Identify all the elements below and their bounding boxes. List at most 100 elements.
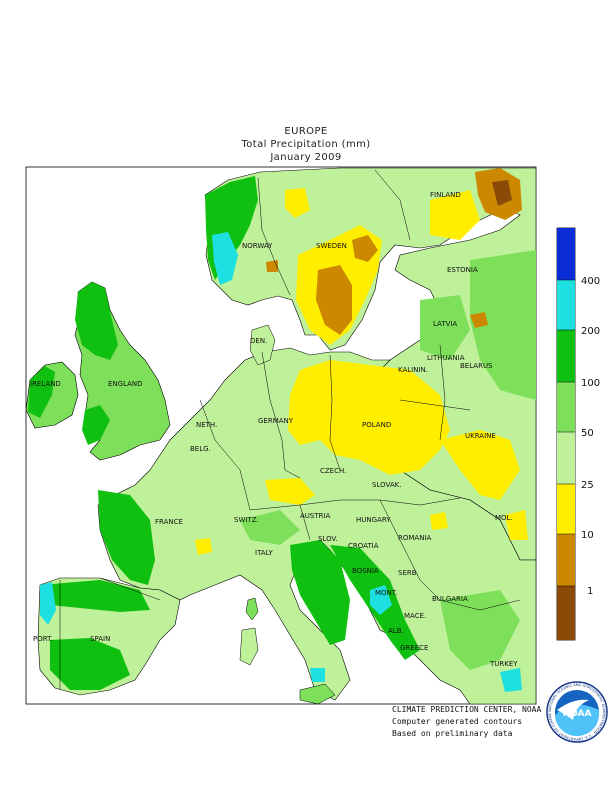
label-switzerland: SWITZ. [234,516,259,524]
land-continental-europe [97,347,536,704]
credit-line-3: Based on preliminary data [392,729,513,738]
label-estonia: ESTONIA [447,266,478,274]
zone-green-ireland [28,366,55,418]
legend-label-50: 50 [581,428,594,439]
zone-brown-norway [266,260,278,272]
label-belarus: BELARUS [460,362,493,370]
credit-line-1: CLIMATE PREDICTION CENTER, NOAA [392,705,542,714]
legend-swatch-50-100 [557,382,575,432]
credit-line-2: Computer generated contours [392,717,523,726]
zone-yellow-germany-s [265,478,315,505]
label-spain: SPAIN [90,635,110,643]
legend-swatch-1-10 [557,534,575,586]
label-albania: ALB. [388,627,404,635]
label-moldova: MOL. [495,514,513,522]
label-ireland: IRELAND [30,380,61,388]
legend-swatch-100-200 [557,330,575,382]
label-montenegro: MONT. [375,589,397,597]
zone-yellow-finland [430,190,480,240]
zone-yellow-poland [288,360,450,475]
legend-label-400: 400 [581,276,600,287]
country-labels: FINLAND NORWAY SWEDEN ESTONIA LATVIA DEN… [30,191,518,668]
zone-yellow-small-1 [195,538,212,555]
zone-green-scotland [75,282,118,360]
zone-cyan-turkey [500,668,522,692]
label-turkey: TURKEY [489,660,518,668]
zone-yellow-ukraine [440,430,520,500]
zone-cyan-montenegro [370,585,392,615]
zone-brown-latvia [470,312,488,328]
zone-green-greece-turkey [440,590,520,670]
label-ukraine: UKRAINE [465,432,496,440]
zone-green-iberia-south [50,638,130,690]
legend-label-25: 25 [581,480,594,491]
legend-label-200: 200 [581,326,600,337]
map-title-region: EUROPE [284,126,328,137]
label-belgium: BELG. [190,445,211,453]
legend-swatch-200-400 [557,280,575,330]
label-germany: GERMANY [258,417,294,425]
legend-swatch-10-25 [557,484,575,534]
legend-label-10: 10 [581,530,594,541]
label-italy: ITALY [255,549,274,557]
label-bulgaria: BULGARIA [432,595,468,603]
legend-label-1: 1 [587,586,593,597]
label-slovenia: SLOV. [318,535,338,543]
land-layer [26,167,536,704]
land-sardinia [239,627,259,666]
label-czech: CZECH. [320,467,346,475]
label-bosnia: BOSNIA [352,567,379,575]
label-denmark: DEN. [250,337,267,345]
label-england: ENGLAND [108,380,143,388]
land-sicily [299,683,336,704]
country-borders [59,169,521,690]
label-netherlands: NETH. [196,421,217,429]
map-title-period: January 2009 [270,152,342,163]
label-macedonia: MACE. [404,612,426,620]
zone-green-biscay [98,490,155,585]
zone-green-wales [82,405,110,445]
label-austria: AUSTRIA [300,512,331,520]
label-norway: NORWAY [242,242,273,250]
zone-brown-sweden-2 [352,235,378,262]
label-romania: ROMANIA [398,534,432,542]
label-portugal: PORT. [33,635,53,643]
zone-cyan-portugal [40,582,56,625]
zone-green-alps [240,510,300,545]
label-lithuania: LITHUANIA [427,354,465,362]
land-corsica [245,597,259,621]
map-title-variable: Total Precipitation (mm) [241,139,371,150]
zone-cyan-norway [212,232,238,285]
land-scandinavia-east [204,167,536,561]
zone-green-italy [290,540,350,645]
noaa-logo: NOAA NATIONAL OCEANIC AND ATMOSPHERIC AD… [546,681,608,743]
legend-label-100: 100 [581,378,600,389]
zone-green-baltics [420,295,470,360]
label-croatia: CROATIA [348,542,379,550]
noaa-logo-text: NOAA [563,709,592,719]
zone-green-east [470,250,536,400]
label-hungary: HUNGARY [356,516,391,524]
label-finland: FINLAND [430,191,461,199]
zone-brown-finland-core [492,180,512,206]
label-kaliningrad: KALININ. [398,366,428,374]
zone-brown-sweden [316,265,352,335]
label-france: FRANCE [155,518,183,526]
zone-yellow-norway-s [285,188,310,218]
legend-swatch-gt400 [557,228,575,280]
legend: 400 200 100 50 25 10 1 [556,227,600,641]
label-serbia: SERB. [398,569,419,577]
label-latvia: LATVIA [433,320,457,328]
zone-yellow-small-2 [430,512,448,530]
zone-green-iberia-north [40,580,150,612]
legend-swatch-lt1 [557,586,575,640]
legend-swatch-25-50 [557,432,575,484]
label-poland: POLAND [362,421,391,429]
label-slovakia: SLOVAK. [372,481,401,489]
label-greece: GREECE [400,644,428,652]
zone-yellow-small-3 [505,510,528,540]
zone-cyan-italy [310,668,325,682]
land-denmark [249,324,276,366]
label-sweden: SWEDEN [316,242,347,250]
